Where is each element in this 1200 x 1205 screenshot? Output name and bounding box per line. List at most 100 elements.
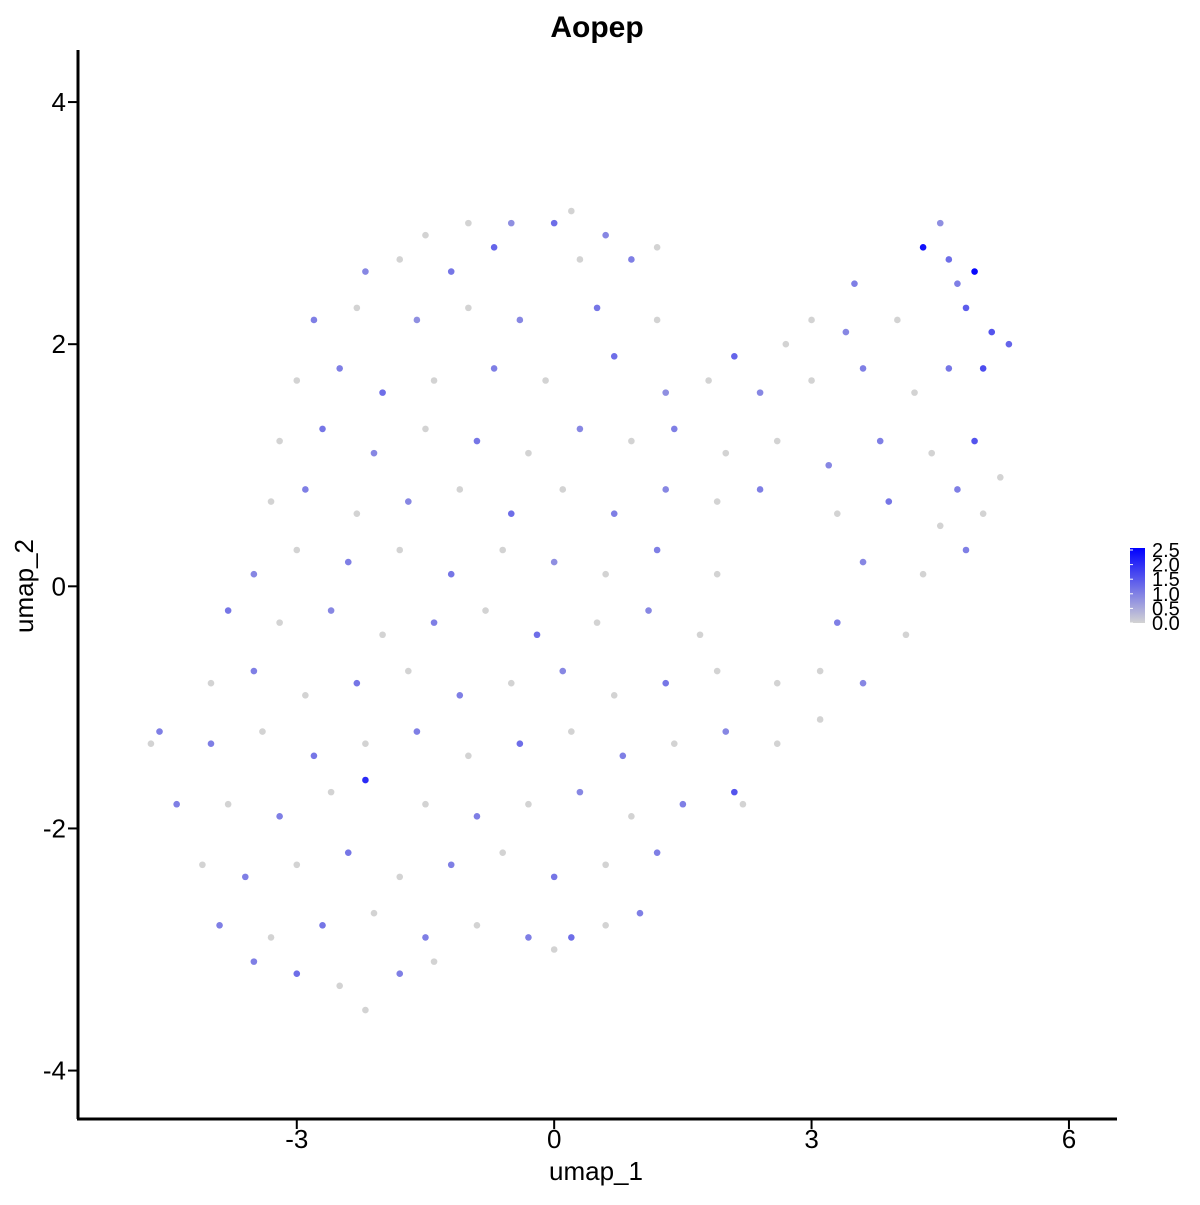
- x-tick-label: 3: [804, 1124, 818, 1154]
- point: [473, 921, 481, 929]
- point: [507, 219, 515, 227]
- point: [293, 861, 301, 869]
- point: [851, 280, 858, 287]
- point: [370, 909, 378, 917]
- point: [430, 619, 438, 626]
- point: [568, 728, 575, 735]
- point: [773, 679, 781, 687]
- point: [645, 607, 652, 614]
- point: [224, 607, 232, 614]
- y-tick-label: 2: [52, 329, 66, 359]
- point: [336, 982, 343, 990]
- point: [653, 546, 661, 554]
- point: [568, 934, 575, 941]
- point: [293, 546, 301, 554]
- point: [602, 570, 609, 578]
- point: [516, 740, 524, 747]
- point: [619, 752, 627, 760]
- point: [859, 365, 867, 372]
- point: [327, 788, 335, 796]
- point: [936, 522, 944, 530]
- point: [156, 728, 163, 735]
- point: [456, 691, 464, 699]
- point: [293, 377, 301, 384]
- point: [876, 437, 884, 445]
- point: [696, 631, 704, 639]
- point: [902, 631, 910, 639]
- point: [302, 691, 309, 699]
- point: [302, 486, 309, 493]
- point: [422, 800, 429, 808]
- point: [344, 849, 352, 856]
- point: [859, 558, 867, 566]
- x-axis-label: umap_1: [549, 1156, 643, 1186]
- y-tick-label: -4: [43, 1056, 66, 1086]
- point: [816, 667, 824, 675]
- point: [808, 377, 815, 384]
- point: [525, 934, 532, 941]
- point: [593, 619, 601, 626]
- color-tick-label: 1.0: [1152, 584, 1180, 606]
- point: [593, 304, 601, 312]
- chart-title: Aopep: [550, 11, 643, 44]
- point: [550, 946, 558, 953]
- point: [662, 389, 670, 396]
- point: [602, 231, 609, 239]
- point: [422, 425, 429, 433]
- point: [576, 256, 584, 263]
- color-bar: [1130, 548, 1145, 623]
- point: [379, 631, 386, 639]
- point: [936, 219, 944, 227]
- point: [602, 921, 609, 929]
- point: [945, 256, 953, 263]
- point: [447, 861, 455, 869]
- color-tick-label: 0.0: [1152, 613, 1180, 635]
- point: [628, 813, 635, 820]
- point: [885, 498, 893, 505]
- point: [456, 486, 464, 493]
- point: [670, 425, 678, 433]
- point: [559, 667, 567, 675]
- point: [465, 304, 472, 312]
- point: [653, 316, 661, 324]
- point: [516, 316, 524, 324]
- point: [422, 934, 429, 941]
- point: [713, 667, 721, 675]
- point: [610, 691, 618, 699]
- point: [576, 425, 584, 433]
- point: [447, 268, 455, 275]
- point: [988, 328, 996, 336]
- point: [327, 607, 335, 614]
- point: [482, 607, 489, 614]
- point: [679, 800, 687, 808]
- point: [362, 740, 369, 747]
- point: [310, 752, 318, 760]
- point: [713, 498, 721, 505]
- point: [499, 849, 506, 856]
- point: [979, 510, 987, 517]
- point: [276, 813, 283, 820]
- point: [559, 486, 567, 493]
- point: [267, 498, 275, 505]
- point: [1005, 340, 1013, 348]
- point: [705, 377, 712, 384]
- point: [499, 546, 506, 554]
- point: [816, 716, 824, 723]
- point: [370, 449, 378, 457]
- point: [224, 800, 232, 808]
- point: [199, 861, 206, 869]
- point: [971, 437, 978, 445]
- point: [353, 679, 361, 687]
- point: [756, 486, 764, 493]
- color-tick-label: 2.0: [1152, 555, 1180, 577]
- point: [276, 619, 283, 626]
- point: [405, 667, 412, 675]
- x-tick-label: 6: [1062, 1124, 1076, 1154]
- point: [928, 449, 935, 457]
- point: [670, 740, 678, 747]
- point: [997, 474, 1004, 481]
- point: [396, 546, 404, 554]
- point: [722, 449, 730, 457]
- point: [713, 570, 721, 578]
- point: [636, 909, 644, 917]
